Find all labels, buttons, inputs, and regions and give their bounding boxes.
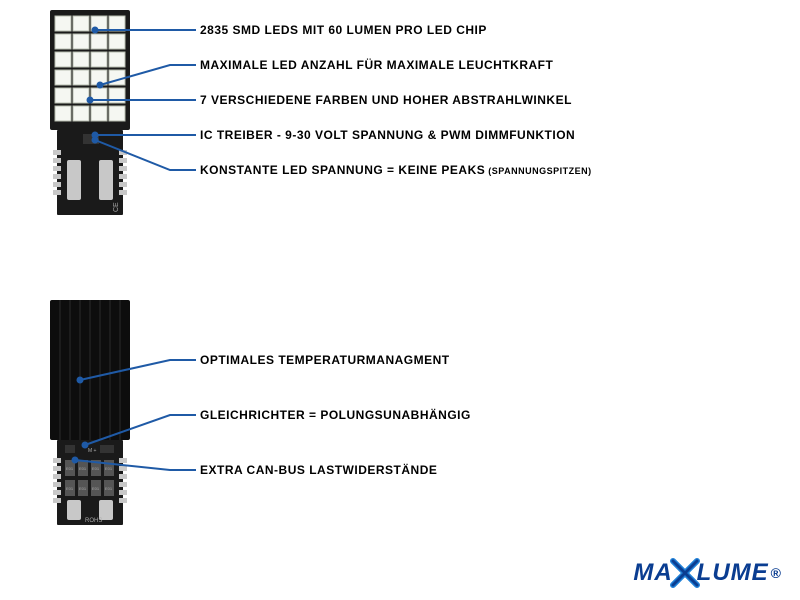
svg-text:E01: E01 bbox=[92, 466, 100, 471]
svg-text:E01: E01 bbox=[79, 486, 87, 491]
svg-text:E01: E01 bbox=[79, 466, 87, 471]
callout-label: KONSTANTE LED SPANNUNG = KEINE PEAKS (SP… bbox=[200, 163, 592, 177]
logo-suffix: LUME bbox=[697, 559, 769, 587]
callout-label: OPTIMALES TEMPERATURMANAGMENT bbox=[200, 353, 450, 367]
led-bulb-front: CE bbox=[45, 10, 135, 220]
product-image-top: CE bbox=[45, 10, 135, 225]
brand-logo: MA LUME ® bbox=[633, 558, 782, 588]
callout-label: IC TREIBER - 9-30 VOLT SPANNUNG & PWM DI… bbox=[200, 128, 575, 142]
svg-text:M +: M + bbox=[88, 448, 97, 454]
svg-text:E01: E01 bbox=[105, 466, 113, 471]
product-image-bottom: M + E01 E01 E01 E01 E01 E01 E01 E01 ROHS bbox=[45, 300, 135, 535]
svg-text:E01: E01 bbox=[66, 466, 74, 471]
svg-text:E01: E01 bbox=[66, 486, 74, 491]
callout-label: 2835 SMD LEDS MIT 60 LUMEN PRO LED CHIP bbox=[200, 23, 487, 37]
callout-label: 7 VERSCHIEDENE FARBEN UND HOHER ABSTRAHL… bbox=[200, 93, 572, 107]
svg-text:E01: E01 bbox=[92, 486, 100, 491]
svg-text:E01: E01 bbox=[105, 486, 113, 491]
logo-registered: ® bbox=[771, 565, 782, 581]
logo-x-icon bbox=[670, 558, 700, 588]
svg-text:ROHS: ROHS bbox=[85, 518, 102, 524]
callout-label: MAXIMALE LED ANZAHL FÜR MAXIMALE LEUCHTK… bbox=[200, 58, 553, 72]
callout-label: EXTRA CAN-BUS LASTWIDERSTÄNDE bbox=[200, 463, 437, 477]
led-bulb-back: M + E01 E01 E01 E01 E01 E01 E01 E01 ROHS bbox=[45, 300, 135, 530]
svg-text:CE: CE bbox=[113, 202, 120, 212]
callout-label: GLEICHRICHTER = POLUNGSUNABHÄNGIG bbox=[200, 408, 471, 422]
logo-prefix: MA bbox=[633, 559, 672, 587]
